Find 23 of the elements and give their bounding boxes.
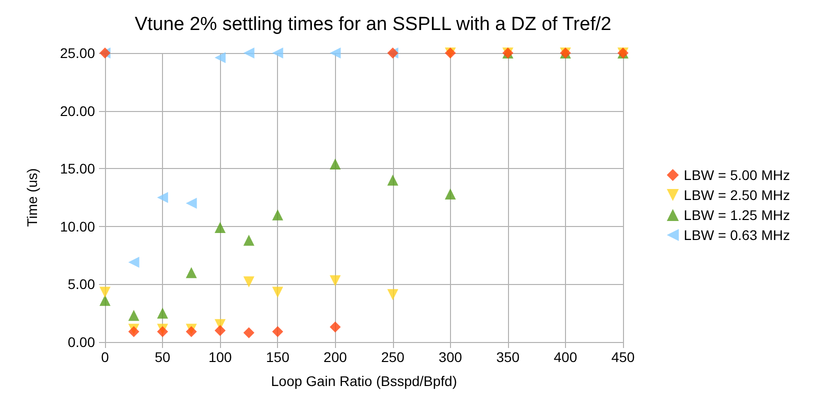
y-tick-label: 25.00 [60,45,96,61]
x-tick-label: 300 [438,349,462,365]
legend-label: LBW = 0.63 MHz [684,227,790,243]
x-tick-label: 400 [554,349,578,365]
chart-title: Vtune 2% settling times for an SSPLL with a DZ of Tref/2 [134,14,612,35]
x-tick-label: 350 [496,349,520,365]
y-tick-label: 15.00 [60,160,96,177]
x-tick-label: 250 [381,349,405,365]
x-tick-label: 100 [208,349,232,365]
x-tick-label: 450 [611,349,635,365]
y-tick-label: 0.00 [68,334,96,350]
x-tick-label: 0 [101,349,110,365]
legend-label: LBW = 1.25 MHz [684,207,790,223]
x-axis-title: Loop Gain Ratio (Bsspd/Bpfd) [271,373,457,389]
y-tick-label: 20.00 [60,102,96,119]
x-tick-label: 50 [154,349,171,365]
legend-label: LBW = 2.50 MHz [684,187,790,203]
y-tick-label: 5.00 [68,276,96,292]
y-axis-title: Time (us) [24,168,40,227]
x-tick-label: 200 [324,349,348,365]
legend-label: LBW = 5.00 MHz [684,167,790,183]
y-tick-label: 10.00 [60,218,96,234]
x-tick-label: 150 [266,349,290,365]
